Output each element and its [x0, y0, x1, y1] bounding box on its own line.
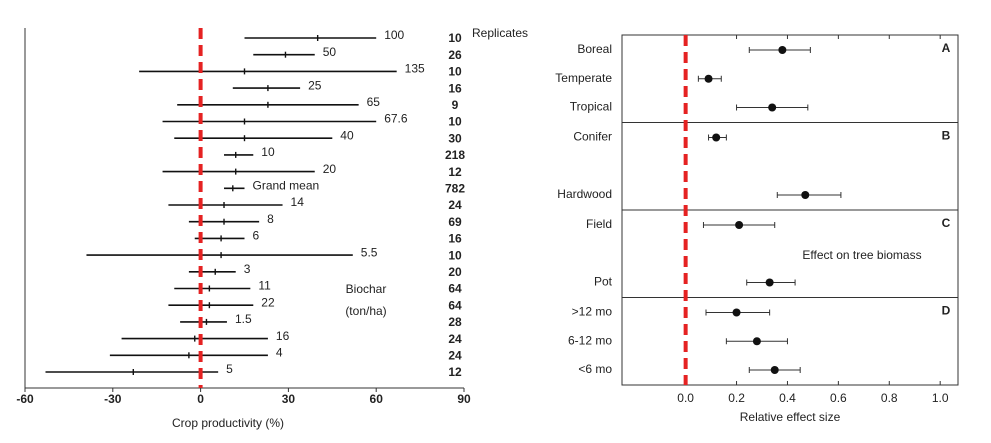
biochar-label: 14 — [291, 195, 305, 209]
replicates-title: Replicates — [472, 26, 528, 40]
biochar-label: Grand mean — [253, 178, 320, 192]
replicates: 24 — [448, 348, 462, 362]
replicates: 30 — [448, 131, 462, 145]
biochar-label: 100 — [384, 28, 404, 42]
biochar-label: 4 — [276, 345, 283, 359]
biochar-label: 25 — [308, 78, 322, 92]
replicates: 10 — [448, 31, 462, 45]
replicates: 782 — [445, 181, 465, 195]
panel-label: B — [942, 129, 951, 143]
biochar-label: 40 — [340, 128, 354, 142]
biochar-label: 5 — [226, 362, 233, 376]
labels-title: (ton/ha) — [345, 304, 386, 318]
replicates: 9 — [452, 98, 459, 112]
biochar-label: 65 — [367, 95, 381, 109]
mean-point — [712, 133, 721, 142]
x-tick-label: 0.4 — [779, 391, 796, 405]
biochar-label: 50 — [323, 45, 337, 59]
category-label: <6 mo — [578, 362, 612, 376]
panel-label: D — [942, 304, 951, 318]
replicates: 26 — [448, 48, 462, 62]
mean-point — [768, 103, 777, 112]
category-label: Temperate — [555, 71, 612, 85]
replicates: 20 — [448, 265, 462, 279]
category-label: Hardwood — [557, 187, 612, 201]
category-label: Pot — [594, 275, 613, 289]
category-label: Conifer — [573, 130, 612, 144]
replicates: 16 — [448, 232, 462, 246]
panel-label: A — [942, 41, 951, 55]
biochar-label: 22 — [261, 295, 275, 309]
replicates: 10 — [448, 115, 462, 129]
x-tick-label: 0.6 — [830, 391, 847, 405]
replicates: 10 — [448, 248, 462, 262]
mean-point — [778, 46, 787, 54]
panel-label: C — [942, 216, 951, 230]
biochar-label: 5.5 — [361, 245, 378, 259]
category-label: >12 mo — [572, 305, 613, 319]
category-label: Boreal — [577, 42, 612, 56]
biochar-label: 16 — [276, 329, 290, 343]
x-axis-title: Relative effect size — [740, 410, 841, 424]
replicates: 64 — [448, 282, 462, 296]
mean-point — [801, 191, 810, 199]
x-tick-label: 30 — [282, 392, 296, 406]
mean-point — [765, 278, 774, 287]
mean-point — [704, 74, 713, 83]
mean-point — [752, 337, 761, 346]
replicates: 28 — [448, 315, 462, 329]
category-label: Field — [586, 217, 612, 231]
category-label: 6-12 mo — [568, 333, 612, 347]
replicates: 10 — [448, 65, 462, 79]
x-tick-label: 60 — [370, 392, 384, 406]
replicates: 218 — [445, 148, 465, 162]
x-tick-label: -30 — [104, 392, 122, 406]
mean-point — [770, 366, 779, 374]
biochar-label: 10 — [261, 145, 275, 159]
x-tick-label: 0.8 — [881, 391, 898, 405]
x-tick-label: 0 — [197, 392, 204, 406]
biochar-label: 11 — [258, 279, 271, 293]
labels-title: Biochar — [346, 282, 387, 296]
x-tick-label: -60 — [16, 392, 34, 406]
replicates: 64 — [448, 298, 462, 312]
replicates: 24 — [448, 198, 462, 212]
biochar-label: 8 — [267, 212, 274, 226]
x-tick-label: 1.0 — [932, 391, 949, 405]
biochar-label: 3 — [244, 262, 251, 276]
replicates: 16 — [448, 81, 462, 95]
replicates: 24 — [448, 332, 462, 346]
x-tick-label: 90 — [457, 392, 471, 406]
replicates: 12 — [448, 165, 462, 179]
biochar-label: 1.5 — [235, 312, 252, 326]
mean-point — [735, 221, 744, 229]
x-axis-title: Crop productivity (%) — [172, 416, 284, 430]
biochar-label: 20 — [323, 162, 337, 176]
biochar-label: 67.6 — [384, 112, 408, 126]
mean-point — [732, 308, 741, 317]
biochar-label: 6 — [253, 229, 260, 243]
x-tick-label: 0.0 — [677, 391, 694, 405]
biochar-label: 135 — [405, 62, 425, 76]
annotation: Effect on tree biomass — [802, 248, 921, 262]
replicates: 12 — [448, 365, 462, 379]
x-tick-label: 0.2 — [728, 391, 745, 405]
replicates: 69 — [448, 215, 462, 229]
category-label: Tropical — [570, 100, 612, 114]
